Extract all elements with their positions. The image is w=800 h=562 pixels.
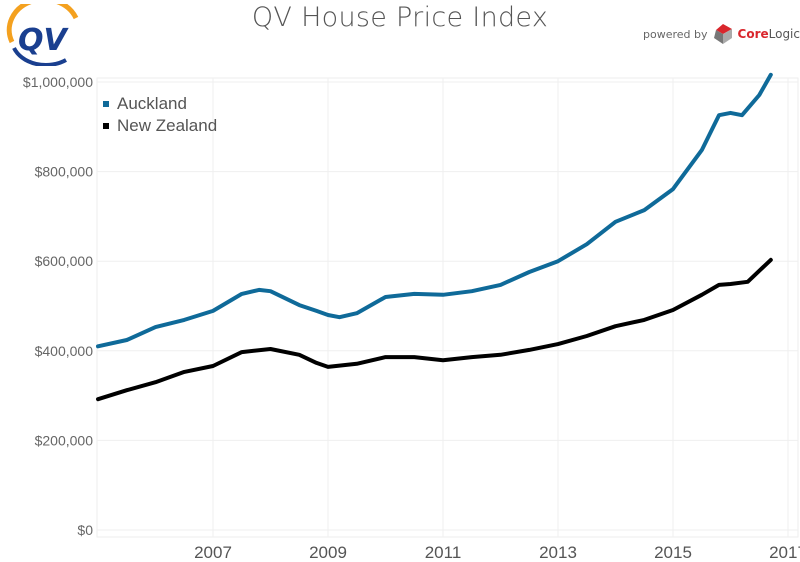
x-tick-label: 2015 [654, 543, 692, 562]
grid [96, 77, 799, 538]
series-lines [96, 72, 773, 402]
x-tick-label: 2017 [769, 543, 800, 562]
qv-logo-text: QV [18, 23, 70, 58]
chart-title: QV House Price Index [251, 2, 549, 33]
y-tick-label: $800,000 [35, 164, 94, 180]
x-tick-label: 2011 [425, 543, 462, 562]
series-line-auckland [96, 72, 773, 349]
brand-core: Core [737, 27, 769, 41]
y-tick-label: $600,000 [35, 253, 94, 269]
legend-swatch [103, 101, 109, 107]
powered-by-corelogic: powered by CoreLogic [643, 22, 800, 46]
y-tick-label: $400,000 [35, 343, 94, 359]
x-axis: 2007 2009 2011 2013 2015 2017 [194, 543, 800, 562]
brand-logic: Logic [768, 27, 800, 41]
plot-area [96, 77, 799, 538]
series-line-new-zealand [96, 257, 773, 402]
legend-swatch [103, 123, 109, 129]
x-tick-label: 2013 [539, 543, 577, 562]
y-tick-label: $0 [77, 522, 93, 538]
powered-by-text: powered by [643, 27, 708, 41]
x-tick-label: 2007 [194, 543, 232, 562]
legend: Auckland New Zealand [103, 94, 217, 135]
legend-label: New Zealand [117, 116, 217, 135]
x-tick-label: 2009 [309, 543, 347, 562]
y-tick-label: $200,000 [35, 432, 94, 448]
corelogic-logo-icon [713, 24, 732, 44]
legend-label: Auckland [117, 94, 187, 113]
y-tick-label: $1,000,000 [23, 74, 93, 90]
y-axis: $0 $200,000 $400,000 $600,000 $800,000 $1,000… [23, 74, 93, 538]
corelogic-brand: CoreLogic [738, 27, 800, 41]
